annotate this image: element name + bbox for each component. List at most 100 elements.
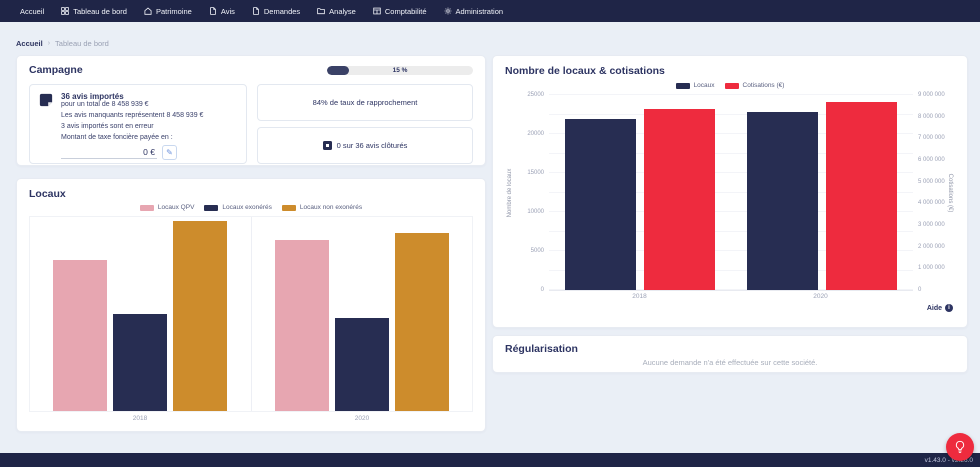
right-axis-tick: 0	[918, 287, 922, 293]
locaux-legend: Locaux QPV Locaux exonérés Locaux non exon…	[29, 204, 473, 211]
taxe-fonciere-label: Montant de taxe foncière payée en :	[61, 134, 173, 141]
gear-icon	[444, 7, 452, 15]
cotisations-plot-area: 0 5000 10000 15000 20000 25000 0 1 000 000 2 000…	[527, 92, 944, 293]
gridline	[549, 191, 913, 193]
nav-item-label: Avis	[220, 6, 235, 16]
footer-bar: v1.43.0 - v2.26.0	[0, 453, 980, 467]
breadcrumb-separator: ›	[47, 40, 51, 47]
right-axis-tick: 7 000 000	[918, 135, 945, 142]
table-icon	[373, 7, 381, 15]
lightbulb-icon	[953, 440, 967, 454]
locaux-title: Locaux	[29, 188, 66, 200]
legend-item[interactable]: Locaux	[675, 82, 715, 89]
campagne-card: Campagne 15 % 36 avis importés pour un t…	[16, 55, 486, 166]
legend-label: Locaux	[693, 82, 715, 89]
left-axis-label: Nombre de locaux	[507, 168, 513, 218]
regularisation-empty-text: Aucune demande n'a été effectuée sur cet…	[642, 358, 818, 367]
nav-item-demandes[interactable]: Demandes	[252, 7, 300, 16]
x-axis-tick-label: 2020	[354, 415, 370, 422]
gridline	[549, 211, 913, 212]
legend-item[interactable]: Locaux QPV	[139, 204, 195, 211]
nav-item-label: Analyse	[329, 6, 356, 16]
bar-locaux-qpv-2018	[53, 259, 108, 411]
left-axis-tick: 25000	[527, 92, 544, 98]
locaux-x-axis: 2018 2020	[29, 415, 473, 422]
right-axis-tick: 1 000 000	[918, 265, 945, 272]
campagne-progressbar: 15 %	[327, 65, 473, 75]
grid-icon	[61, 7, 69, 15]
bar-group-2020	[731, 95, 913, 290]
nav-item-patrimoine[interactable]: Patrimoine	[144, 7, 192, 16]
legend-item[interactable]: Cotisations (€)	[724, 82, 785, 89]
bar-group-2020	[250, 217, 473, 411]
gridline	[549, 269, 913, 271]
x-axis-tick-label: 2018	[132, 415, 148, 422]
cotisations-chart-card: Nombre de locaux & cotisations Locaux Cot…	[492, 55, 968, 328]
left-axis-tick: 0	[540, 287, 544, 293]
left-column: Campagne 15 % 36 avis importés pour un t…	[16, 55, 486, 432]
right-axis-label: Cotisations (€)	[947, 173, 953, 213]
right-axis-tick: 4 000 000	[918, 200, 945, 207]
gridline	[549, 230, 913, 232]
left-axis-tick: 5000	[530, 248, 544, 254]
legend-swatch	[204, 204, 219, 211]
nav-item-accueil[interactable]: Accueil	[20, 7, 44, 16]
legend-label: Cotisations (€)	[742, 82, 785, 89]
top-navbar: Accueil Tableau de bord Patrimoine Avis Dema…	[0, 0, 980, 22]
nav-item-avis[interactable]: Avis	[209, 7, 235, 16]
bar-cotisations-2020	[826, 101, 897, 290]
regularisation-card: Régularisation Aucune demande n'a été ef…	[492, 335, 968, 373]
gridline	[549, 152, 913, 154]
nav-item-administration[interactable]: Administration	[444, 7, 503, 16]
avis-error-line: 3 avis importés sont en erreur	[61, 123, 154, 130]
edit-amount-button[interactable]: ✎	[162, 145, 177, 160]
avis-clotures-card: 0 sur 36 avis clôturés	[257, 127, 473, 164]
taxe-fonciere-amount-input[interactable]	[61, 146, 157, 159]
locaux-plot-area	[29, 216, 473, 412]
nav-item-tableau-de-bord[interactable]: Tableau de bord	[61, 7, 127, 16]
avis-clotures-text: 0 sur 36 avis clôturés	[336, 141, 408, 150]
gridline	[549, 250, 913, 251]
nav-item-analyse[interactable]: Analyse	[317, 7, 356, 16]
bar-group-2018	[549, 95, 731, 290]
locaux-chart-card: Locaux Locaux QPV Locaux exonérés Locaux n…	[16, 178, 486, 432]
bar-locaux-non-exon-r-s-2020	[394, 232, 449, 411]
right-axis-tick: 2 000 000	[918, 243, 945, 250]
cotisations-title: Nombre de locaux & cotisations	[505, 65, 665, 77]
checkbox-square-icon	[322, 141, 332, 150]
aide-link[interactable]: Aide	[926, 304, 942, 312]
nav-item-comptabilit-[interactable]: Comptabilité	[373, 7, 427, 16]
avis-import-count: 36 avis importés	[61, 92, 124, 101]
avis-missing-line: Les avis manquants représentent 8 458 93…	[61, 112, 204, 119]
legend-label: Locaux QPV	[157, 204, 195, 211]
x-axis-tick-label: 2018	[632, 293, 647, 300]
progress-fill	[327, 65, 349, 75]
folder-icon	[317, 7, 325, 15]
legend-label: Locaux exonérés	[222, 204, 272, 211]
legend-swatch	[281, 204, 296, 211]
home-icon	[144, 7, 152, 15]
info-icon[interactable]: i	[945, 304, 953, 312]
document-icon	[252, 7, 260, 15]
cotisations-x-axis: 2018 2020	[549, 293, 911, 300]
gridline	[549, 289, 913, 290]
bar-group-2018	[30, 217, 251, 411]
bar-cotisations-2018	[644, 109, 715, 290]
bar-locaux-qpv-2020	[274, 240, 329, 411]
gridline	[549, 172, 913, 173]
breadcrumb-home-link[interactable]: Accueil	[16, 39, 43, 48]
cotisations-legend: Locaux Cotisations (€)	[505, 82, 955, 89]
legend-item[interactable]: Locaux exonérés	[204, 204, 272, 211]
legend-item[interactable]: Locaux non exonérés	[281, 204, 362, 211]
right-column: Nombre de locaux & cotisations Locaux Cot…	[492, 55, 968, 373]
version-text: v1.43.0 - v2.26.0	[924, 456, 973, 464]
legend-swatch	[724, 82, 739, 89]
help-fab-button[interactable]	[946, 433, 974, 461]
rapprochement-text: 84% de taux de rapprochement	[312, 98, 418, 107]
rapprochement-card: 84% de taux de rapprochement	[257, 84, 473, 121]
bar-locaux-exon-r-s-2018	[113, 314, 168, 411]
pencil-icon: ✎	[166, 148, 173, 157]
gridline	[549, 94, 913, 95]
campagne-title: Campagne	[29, 64, 83, 76]
